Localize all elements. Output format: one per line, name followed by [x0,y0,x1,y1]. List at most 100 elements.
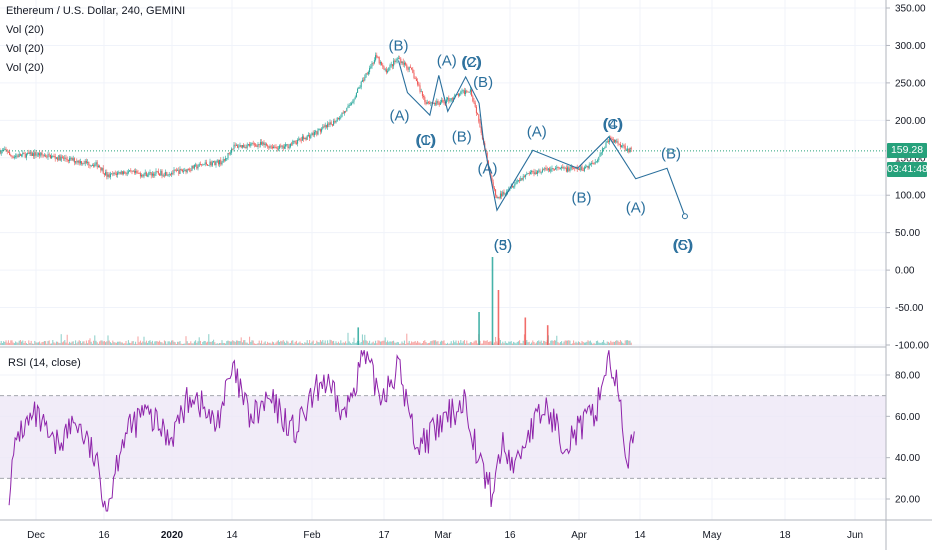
volume-bar [588,341,590,345]
volume-bar [120,342,122,345]
volume-bar [221,340,223,345]
volume-bar [58,342,60,345]
candle-body [334,120,336,123]
candle-body [258,144,260,145]
volume-bar [109,342,111,345]
volume-bar [627,340,629,345]
indicator-label-vol-3[interactable]: Vol (20) [6,62,44,74]
volume-bar [269,342,271,345]
volume-bar [382,340,384,345]
candle-body [82,163,84,165]
volume-bar [76,343,78,345]
volume-bar [204,341,206,345]
volume-bar [318,342,320,345]
volume-bar [364,334,366,345]
volume-bar [257,343,259,345]
volume-bar [9,342,11,345]
volume-bar [163,340,165,345]
candle-body [97,165,99,168]
candle-body [521,178,523,180]
candle-body [427,102,429,104]
candle-body [256,145,258,147]
volume-bar [126,343,128,345]
volume-bar [191,343,193,345]
volume-bar [43,340,45,345]
candle-body [471,89,473,97]
candle-body [413,72,415,79]
volume-bar [97,343,99,345]
volume-bar [331,341,333,345]
candle-body [609,137,611,142]
candle-body [0,150,2,154]
candle-body [45,155,47,157]
candle-body [76,161,78,163]
wave-label: (A) [626,200,646,217]
volume-bar [522,340,524,345]
candle-body [186,169,188,173]
volume-bar [613,341,615,345]
candle-body [457,94,459,96]
volume-bar [280,340,282,345]
wave-label: (C) [461,54,482,71]
price-axis[interactable]: 350.00 300.00 250.00 200.00 150.00 100.00 50.0… [886,4,929,352]
volume-bar [513,341,515,345]
candle-body [281,145,283,147]
candle-body [105,172,107,175]
candle-body [48,154,50,156]
volume-bar [343,342,345,345]
candle-body [293,140,295,142]
candle-body [294,140,296,143]
time-axis[interactable]: Dec 16 2020 14 Feb 17 Mar 16 Apr 14 May 18 Jun [27,530,863,541]
candle-body [228,153,230,154]
volume-bar [31,343,33,345]
volume-bar [592,343,594,345]
candle-body [466,90,468,92]
candle-body [517,180,519,181]
indicator-label-vol-2[interactable]: Vol (20) [6,43,44,55]
volume-bar [310,343,312,345]
symbol-title[interactable]: Ethereum / U.S. Dollar, 240, GEMINI [6,5,186,17]
indicator-label-vol-1[interactable]: Vol (20) [6,24,44,36]
volume-bar [297,343,299,345]
volume-bar [111,343,113,345]
volume-bar [207,341,209,345]
volume-bar [108,340,110,345]
candle-body [207,164,209,166]
candle-body [177,170,179,171]
candle-body [370,66,372,69]
rsi-label[interactable]: RSI (14, close) [8,357,81,369]
volume-bar [411,341,413,345]
candle-body [107,174,109,177]
volume-bar [417,340,419,345]
volume-bar [239,341,241,345]
candle-body [425,101,427,105]
candle-body [310,135,312,138]
volume-bar [544,341,546,345]
candle-body [582,170,584,172]
volume-bar [186,341,188,345]
candle-body [465,90,467,94]
candle-body [322,126,324,129]
volume-bar [591,342,593,345]
candle-body [288,146,290,148]
volume-bar [223,343,225,345]
volume-bar [432,340,434,345]
volume-bar [527,342,529,345]
candle-body [22,152,24,155]
candle-body [397,58,399,60]
rsi-axis[interactable]: 80.00 60.00 40.00 20.00 [886,371,920,506]
candle-body [229,152,231,154]
volume-bar [569,340,571,345]
candle-body [557,167,559,169]
candle-body [54,156,56,159]
volume-bar [84,343,86,345]
candle-body [167,174,169,176]
volume-bar [168,341,170,345]
wave-label: (B) [473,74,493,91]
candle-body [352,101,354,104]
candle-body [115,173,117,175]
volume-bar [582,341,584,345]
volume-bar [335,341,337,345]
candle-body [215,161,217,166]
